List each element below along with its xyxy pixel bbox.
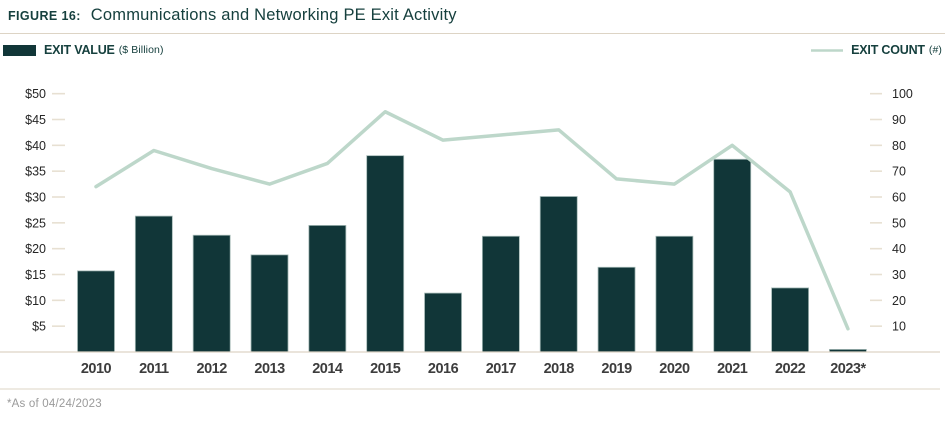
x-axis-year-label: 2011 xyxy=(139,361,169,377)
x-axis-year-label: 2018 xyxy=(544,361,575,377)
x-axis-year-label: 2022 xyxy=(775,361,806,377)
x-axis-year-label: 2021 xyxy=(717,361,748,377)
bar-2020 xyxy=(655,235,694,353)
bar-2013 xyxy=(250,254,289,353)
left-axis-label: $40 xyxy=(25,139,46,153)
x-axis-year-label: 2014 xyxy=(312,361,343,377)
x-axis-year-label: 2015 xyxy=(370,361,401,377)
bar-2015 xyxy=(366,155,405,353)
x-axis-year-label: 2020 xyxy=(659,361,690,377)
figure-label: FIGURE 16: xyxy=(8,9,81,23)
bar-2012 xyxy=(192,234,231,353)
right-axis-label: 80 xyxy=(892,139,906,153)
right-axis-label: 70 xyxy=(892,165,906,179)
left-axis-label: $25 xyxy=(25,216,46,230)
bar-2019 xyxy=(597,266,636,353)
exit-count-swatch-icon xyxy=(811,48,844,52)
bar-2010 xyxy=(77,270,115,353)
chart-svg: $5 $10 $15 $20 $25 $30 $35 $40 $45 $50 10 20 30 40 50 6… xyxy=(0,87,940,390)
exit-count-label: EXIT COUNT xyxy=(851,43,925,57)
x-axis-year-label: 2019 xyxy=(601,361,632,377)
left-axis-label: $20 xyxy=(25,242,46,256)
legend-exit-count: EXIT COUNT (#) xyxy=(811,43,942,57)
left-axis-label: $50 xyxy=(25,87,46,101)
right-axis-label: 40 xyxy=(892,242,906,256)
right-axis-label: 20 xyxy=(892,294,906,308)
exit-value-swatch-icon xyxy=(3,44,36,56)
exit-value-label: EXIT VALUE xyxy=(44,43,115,57)
right-axis-label: 10 xyxy=(892,320,906,334)
left-axis-label: $35 xyxy=(25,165,46,179)
exit-value-swatch-rect xyxy=(3,44,36,56)
bar-2017 xyxy=(481,235,520,353)
left-axis-label: $15 xyxy=(25,268,46,282)
bar-2021 xyxy=(713,158,752,353)
bar-2022 xyxy=(771,287,809,353)
right-axis-label: 100 xyxy=(892,87,913,101)
x-axis-year-label: 2013 xyxy=(254,361,285,377)
bar-2011 xyxy=(134,215,173,353)
x-axis-year-label: 2012 xyxy=(197,361,228,377)
right-axis-label: 60 xyxy=(892,191,906,205)
exit-count-unit: (#) xyxy=(928,44,942,56)
legend-row: EXIT VALUE ($ Billion) EXIT COUNT (#) xyxy=(0,43,945,61)
figure-title: Communications and Networking PE Exit Ac… xyxy=(90,6,457,24)
x-axis-year-label: 2017 xyxy=(486,361,517,377)
bar-2018 xyxy=(539,196,578,353)
left-axis-label: $30 xyxy=(25,190,46,204)
right-axis-label: 50 xyxy=(892,216,906,230)
bar-2016 xyxy=(424,292,462,353)
left-axis-label: $45 xyxy=(25,113,46,127)
left-axis-label: $5 xyxy=(32,320,46,334)
x-axis-year-label: 2010 xyxy=(81,361,112,377)
title-divider xyxy=(0,33,945,34)
bar-2014 xyxy=(308,225,347,353)
right-axis-label: 90 xyxy=(892,113,906,127)
left-axis-label: $10 xyxy=(25,294,46,308)
figure-header: FIGURE 16: Communications and Networking… xyxy=(8,6,457,25)
legend-exit-value: EXIT VALUE ($ Billion) xyxy=(3,43,164,57)
footnote: *As of 04/24/2023 xyxy=(7,398,102,410)
x-axis-year-label: 2016 xyxy=(428,361,459,377)
exit-value-unit: ($ Billion) xyxy=(118,44,164,56)
right-axis-label: 30 xyxy=(892,268,906,282)
exit-count-line xyxy=(94,110,850,331)
x-axis-year-label: 2023* xyxy=(830,361,866,377)
